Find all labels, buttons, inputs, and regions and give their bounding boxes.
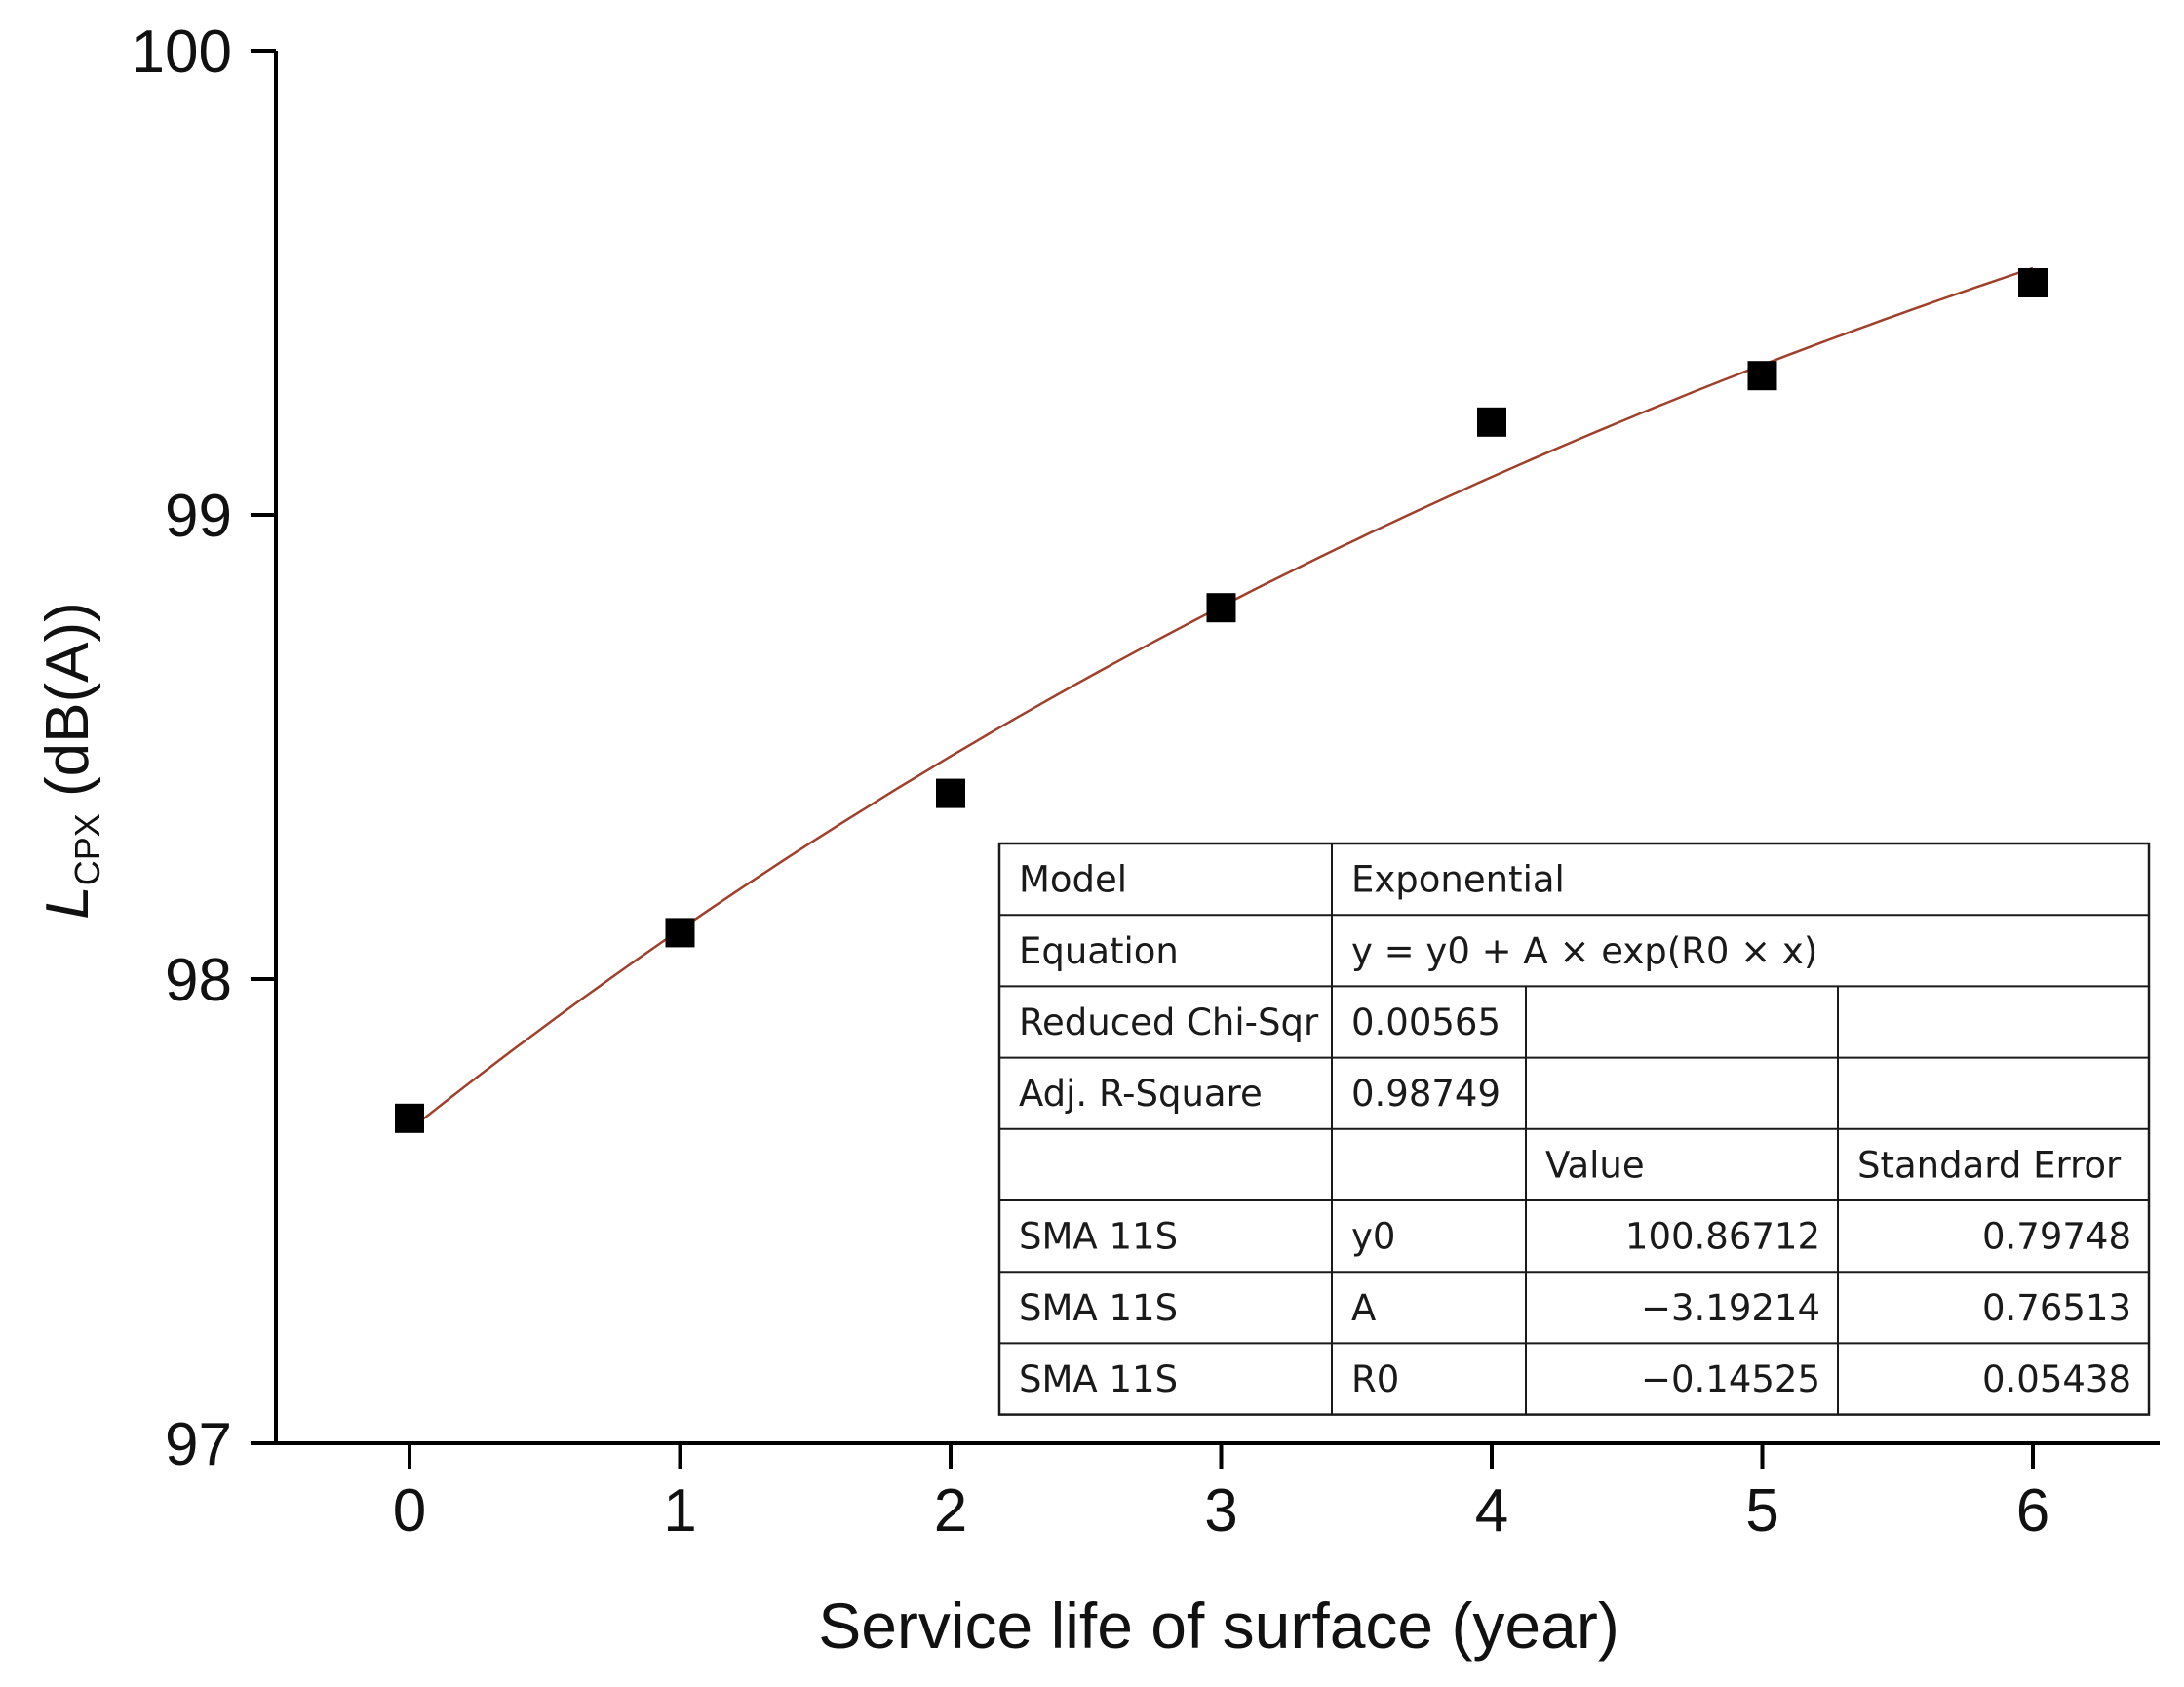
fit-table-cell: 100.86712 (1625, 1216, 1820, 1258)
x-tick-label: 1 (663, 1477, 696, 1545)
axes: 97 98 99 100 0 1 2 3 4 5 6 (132, 19, 2160, 1545)
fit-table-cell: SMA 11S (1019, 1358, 1178, 1400)
fit-table-cell: Standard Error (1857, 1144, 2122, 1186)
fit-table-cell: 0.76513 (1982, 1287, 2131, 1329)
fit-table-cell: Equation (1019, 930, 1179, 972)
data-point (1477, 407, 1506, 437)
y-axis-label-subscript: CPX (67, 813, 107, 885)
fit-table-cell: Model (1019, 859, 1127, 901)
x-tick-label: 6 (2016, 1477, 2049, 1545)
data-point (1747, 361, 1777, 391)
data-point (2018, 268, 2048, 297)
fit-table-cell: 0.79748 (1982, 1216, 2131, 1258)
fit-table-cell: 0.00565 (1351, 1001, 1501, 1043)
data-points (395, 268, 2048, 1133)
y-axis-label: LCPX (dB(A)) (34, 602, 107, 920)
data-point (665, 918, 695, 948)
fit-table-cell: SMA 11S (1019, 1216, 1178, 1258)
y-axis-label-symbol: L (34, 885, 101, 919)
fit-table: Model Exponential Equation y = y0 + A × exp… (997, 842, 2151, 1416)
fit-table-cell: Adj. R-Square (1019, 1073, 1263, 1115)
fit-table-cell: A (1351, 1287, 1376, 1329)
fit-table-cell: y = y0 + A × exp(R0 × x) (1351, 930, 1817, 972)
fit-table-cell: Value (1545, 1144, 1645, 1186)
fit-table-cell: −0.14525 (1641, 1358, 1820, 1400)
fit-table-cell: y0 (1351, 1216, 1395, 1258)
y-tick-label: 100 (132, 19, 232, 86)
x-tick-label: 5 (1745, 1477, 1778, 1545)
fit-table-cell: 0.98749 (1351, 1073, 1501, 1115)
fit-table-cell: −3.19214 (1641, 1287, 1820, 1329)
x-axis-label: Service life of surface (year) (818, 1589, 1619, 1662)
y-tick-label: 98 (165, 947, 232, 1014)
y-tick-label: 97 (165, 1411, 232, 1478)
y-axis-label-unit: (dB(A)) (34, 602, 101, 813)
x-tick-label: 3 (1204, 1477, 1237, 1545)
x-tick-label: 4 (1475, 1477, 1508, 1545)
y-tick-label: 99 (165, 483, 232, 550)
fit-table-cell: SMA 11S (1019, 1287, 1178, 1329)
data-point (1206, 593, 1236, 623)
fit-table-cell: 0.05438 (1982, 1358, 2131, 1400)
axis-labels: Service life of surface (year) LCPX (dB(… (34, 602, 1619, 1662)
data-point (936, 778, 965, 808)
x-tick-label: 0 (393, 1477, 426, 1545)
fit-table-cell: Exponential (1351, 859, 1565, 901)
data-point (395, 1103, 424, 1133)
fit-table-cell: R0 (1351, 1358, 1399, 1400)
x-tick-label: 2 (934, 1477, 967, 1545)
fit-table-cell: Reduced Chi-Sqr (1019, 1001, 1319, 1043)
